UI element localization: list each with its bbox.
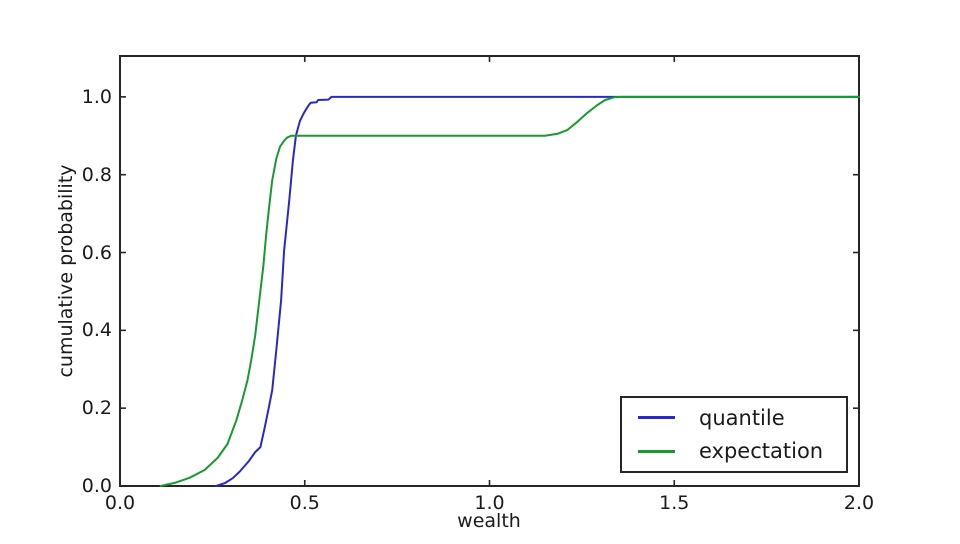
legend-label: expectation	[699, 439, 824, 464]
expectation-line-sample	[638, 449, 675, 453]
y-tick-label: 0.8	[81, 163, 112, 186]
x-tick-label: 1.5	[659, 492, 690, 514]
y-axis-label: cumulative probability	[55, 164, 77, 378]
legend-label: quantile	[699, 405, 785, 430]
y-tick-label: 0.6	[81, 241, 112, 264]
y-tick-label: 0.0	[81, 475, 112, 497]
x-axis-label: wealth	[457, 510, 521, 532]
x-tick-label: 2.0	[843, 492, 875, 514]
legend: quantile expectation	[620, 396, 848, 473]
y-tick-label: 0.4	[81, 319, 112, 342]
legend-entry-quantile: quantile	[622, 401, 846, 434]
y-tick-label: 0.2	[81, 397, 112, 420]
legend-entry-expectation: expectation	[622, 435, 846, 468]
expectation-line	[159, 95, 860, 487]
quantile-line	[215, 95, 860, 487]
quantile-line-sample	[638, 416, 675, 420]
y-tick-label: 1.0	[81, 85, 112, 108]
x-tick-label: 0.5	[289, 492, 320, 514]
x-tick-label: 1.0	[474, 492, 505, 514]
x-tick-label: 0.0	[104, 492, 136, 514]
